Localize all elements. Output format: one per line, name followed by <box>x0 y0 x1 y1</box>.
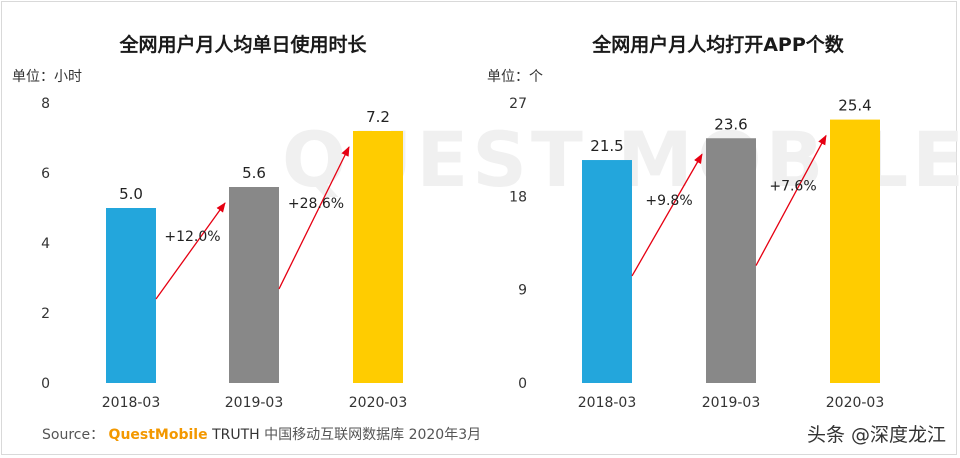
chart-2-ytick-0: 0 <box>518 376 527 392</box>
chart-1-growth-arrow-0 <box>155 202 226 300</box>
chart-1-bar-2020-03 <box>353 131 403 383</box>
chart-1-bar-2018-03 <box>106 208 156 383</box>
chart-2-bar-2018-03 <box>582 160 632 383</box>
chart-1-category-2: 2020-03 <box>349 395 408 411</box>
chart-2-growth-arrow-0 <box>631 153 703 277</box>
source-label: Source： <box>42 427 105 443</box>
chart-1-bar-2019-03 <box>229 187 279 383</box>
chart-2-growth-arrow-1 <box>755 134 827 266</box>
chart-2-ytick-1: 9 <box>518 283 527 299</box>
chart-2-ytick-3: 27 <box>509 96 527 112</box>
source-brand: QuestMobile <box>108 427 208 443</box>
chart-2-value-label-1: 23.6 <box>714 115 747 133</box>
chart-1-ytick-2: 4 <box>41 236 50 252</box>
chart-1-ytick-3: 6 <box>41 166 50 182</box>
chart-1-value-label-0: 5.0 <box>119 185 143 203</box>
chart-1-unit: 单位：小时 <box>12 69 82 85</box>
chart-2-unit: 单位：个 <box>487 69 543 85</box>
chart-1-growth-label-1: +28.6% <box>288 196 344 212</box>
chart-1-ytick-1: 2 <box>41 306 50 322</box>
chart-1-category-0: 2018-03 <box>102 395 161 411</box>
chart-1-growth-arrow-1 <box>278 146 350 290</box>
chart-2-ytick-2: 18 <box>509 189 527 205</box>
chart-1-category-1: 2019-03 <box>225 395 284 411</box>
source-product: TRUTH <box>212 427 260 443</box>
chart-2-growth-label-1: +7.6% <box>769 179 816 195</box>
chart-2-value-label-0: 21.5 <box>590 137 623 155</box>
chart-1-value-label-1: 5.6 <box>242 164 266 182</box>
source-description: 中国移动互联网数据库 2020年3月 <box>264 427 482 443</box>
watermark-credit: 头条 @深度龙江 <box>806 424 946 446</box>
chart-1-ytick-4: 8 <box>41 96 50 112</box>
chart-2-category-2: 2020-03 <box>826 395 885 411</box>
chart-2-bar-2019-03 <box>706 138 756 383</box>
chart-2-category-1: 2019-03 <box>702 395 761 411</box>
chart-1-ytick-0: 0 <box>41 376 50 392</box>
chart-2-bar-2020-03 <box>830 119 880 383</box>
chart-1-growth-label-0: +12.0% <box>164 229 220 245</box>
chart-1-value-label-2: 7.2 <box>366 108 390 126</box>
chart-2-value-label-2: 25.4 <box>838 97 871 115</box>
chart-1-title: 全网用户月人均单日使用时长 <box>118 33 367 56</box>
chart-2-title: 全网用户月人均打开APP个数 <box>591 33 845 56</box>
source-footer: Source： QuestMobile TRUTH 中国移动互联网数据库 202… <box>42 424 481 444</box>
chart-2-growth-label-0: +9.8% <box>645 193 692 209</box>
chart-2-category-0: 2018-03 <box>578 395 637 411</box>
